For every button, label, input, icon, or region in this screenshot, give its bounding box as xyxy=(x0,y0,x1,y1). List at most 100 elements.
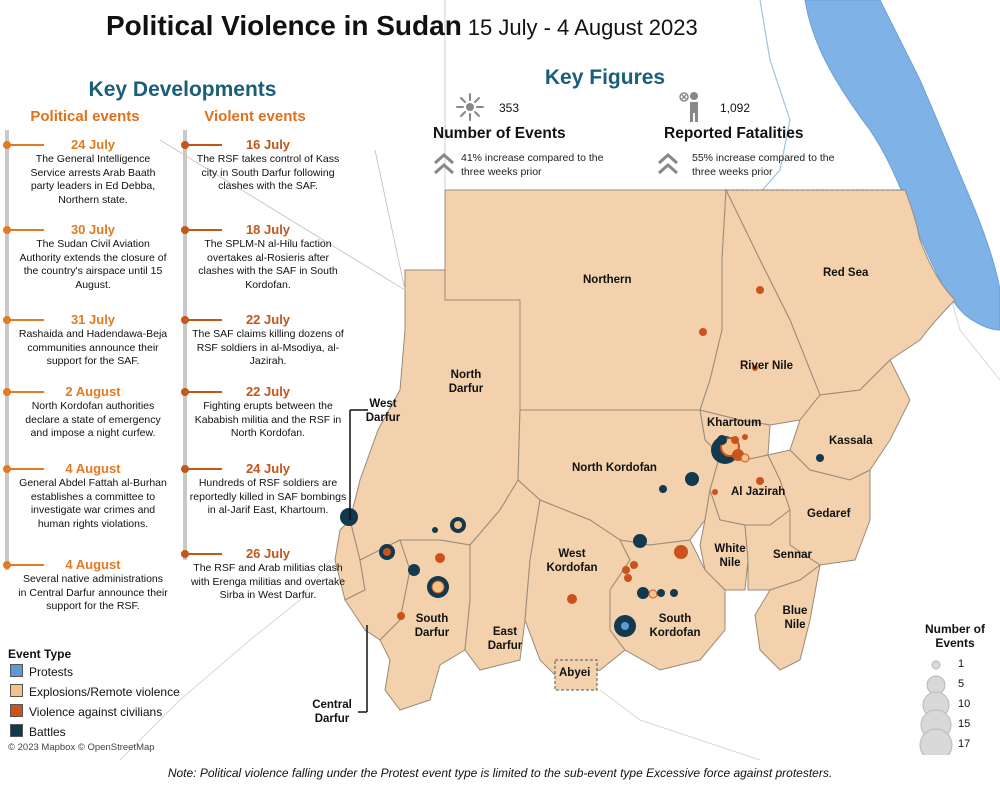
legend-item: Battles xyxy=(10,724,66,739)
state-red-sea xyxy=(725,189,956,396)
footnote: Note: Political violence falling under t… xyxy=(167,766,833,780)
event-circle xyxy=(699,328,707,336)
timeline-text: North Kordofan authorities declare a sta… xyxy=(25,400,161,439)
state-white-nile xyxy=(699,489,749,591)
timeline-item: 22 July The SAF claims killing dozens of … xyxy=(188,311,348,369)
red-sea-water xyxy=(804,0,1000,331)
timeline-connector xyxy=(4,468,44,470)
sudan-map xyxy=(119,0,1000,760)
timeline-item: 24 July Hundreds of RSF soldiers are repo… xyxy=(188,460,348,518)
event-circle xyxy=(752,365,758,371)
timeline-date: 22 July xyxy=(245,384,291,399)
political-events-heading: Political events xyxy=(30,108,140,125)
burst-icon xyxy=(455,92,485,127)
timeline-date: 31 July xyxy=(70,312,116,327)
region-label-south-kordofan: South Kordofan xyxy=(649,613,701,639)
region-label-river-nile: River Nile xyxy=(740,360,794,372)
timeline-item: 22 July Fighting erupts between the Kabab… xyxy=(188,383,348,441)
event-circle xyxy=(756,286,764,294)
legend-swatch xyxy=(10,724,23,737)
fatalities-change-note: 55% increase compared to the three weeks… xyxy=(692,152,835,178)
region-label-blue-nile: Blue Nile xyxy=(782,605,808,631)
events-label: Number of Events xyxy=(433,125,566,142)
timeline-text: Fighting erupts between the Kababish mil… xyxy=(194,400,342,439)
region-label-north-darfur: North Darfur xyxy=(448,369,484,395)
event-circle xyxy=(408,564,420,576)
event-circle xyxy=(397,612,405,620)
state-gedaref xyxy=(767,449,871,566)
legend-label: Protests xyxy=(29,665,74,679)
timeline-connector xyxy=(182,553,222,555)
fatalities-count: 1,092 xyxy=(720,101,751,115)
event-circle xyxy=(648,589,658,599)
size-legend-label: 1 xyxy=(958,658,965,670)
timeline-dot xyxy=(181,226,189,234)
timeline-date: 26 July xyxy=(245,546,291,561)
event-circle xyxy=(816,454,824,462)
region-label-white-nile: White Nile xyxy=(714,543,746,569)
timeline-text: Rashaida and Hadendawa-Beja communities … xyxy=(18,328,168,367)
event-circle xyxy=(624,574,632,582)
timeline-dot xyxy=(181,550,189,558)
event-circle xyxy=(712,489,718,495)
event-circle xyxy=(431,580,445,594)
state-blue-nile xyxy=(754,563,821,671)
event-circle xyxy=(621,622,629,630)
timeline-text: Several native administrations in Centra… xyxy=(18,573,168,612)
violent-events-heading: Violent events xyxy=(204,108,306,125)
event-circle xyxy=(670,589,678,597)
timeline-connector xyxy=(4,564,44,566)
violent-timeline-bar xyxy=(183,130,187,560)
timeline-text: The RSF takes control of Kass city in So… xyxy=(196,153,340,192)
event-circle xyxy=(435,553,445,563)
abyei-area xyxy=(554,659,598,691)
timeline-item: 30 July The Sudan Civil Aviation Authorit… xyxy=(18,221,168,292)
event-circle xyxy=(340,508,358,526)
timeline-dot xyxy=(181,388,189,396)
event-circle xyxy=(674,545,688,559)
title-main: Political Violence in Sudan xyxy=(106,10,462,41)
region-label-north-kordofan: North Kordofan xyxy=(572,462,657,474)
event-circle xyxy=(742,434,748,440)
event-circle xyxy=(454,521,462,529)
increase-arrow-icon xyxy=(656,151,680,182)
legend-swatch xyxy=(10,684,23,697)
region-label-central-darfur: Central Darfur xyxy=(312,699,352,725)
map-title: Political Violence in Sudan 15 July - 4 A… xyxy=(106,10,698,42)
region-label-west-kordofan: West Kordofan xyxy=(546,548,598,574)
timeline-connector xyxy=(182,468,222,470)
region-label-sennar: Sennar xyxy=(773,549,812,561)
size-legend-title: Number of Events xyxy=(925,622,985,650)
timeline-dot xyxy=(3,561,11,569)
event-circle xyxy=(567,594,577,604)
region-label-south-darfur: South Darfur xyxy=(414,613,450,639)
region-label-khartoum: Khartoum xyxy=(707,417,762,429)
timeline-date: 24 July xyxy=(70,137,116,152)
region-label-red-sea: Red Sea xyxy=(823,267,869,279)
person-icon xyxy=(678,91,708,128)
timeline-text: The SAF claims killing dozens of RSF sol… xyxy=(192,328,344,367)
timeline-dot xyxy=(3,388,11,396)
legend-item: Protests xyxy=(10,664,73,679)
timeline-date: 24 July xyxy=(245,461,291,476)
timeline-date: 4 August xyxy=(65,461,121,476)
legend-label: Explosions/Remote violence xyxy=(29,685,180,699)
timeline-dot xyxy=(3,226,11,234)
event-circle xyxy=(622,566,630,574)
size-legend-circles xyxy=(919,660,953,755)
timeline-date: 22 July xyxy=(245,312,291,327)
event-circle xyxy=(731,436,739,444)
increase-arrow-icon xyxy=(432,151,456,182)
timeline-text: The Sudan Civil Aviation Authority exten… xyxy=(19,238,167,291)
title-dates: 15 July - 4 August 2023 xyxy=(467,15,698,40)
timeline-connector xyxy=(4,319,44,321)
size-legend-label: 15 xyxy=(958,718,971,730)
timeline-item: 4 August General Abdel Fattah al-Burhan e… xyxy=(18,460,168,531)
political-timeline-bar xyxy=(5,130,9,570)
legend-swatch xyxy=(10,704,23,717)
legend-label: Violence against civilians xyxy=(29,705,163,719)
event-circle xyxy=(432,527,438,533)
legend-item: Explosions/Remote violence xyxy=(10,684,180,699)
state-south-kordofan xyxy=(609,539,726,671)
legend-title: Event Type xyxy=(8,647,72,661)
